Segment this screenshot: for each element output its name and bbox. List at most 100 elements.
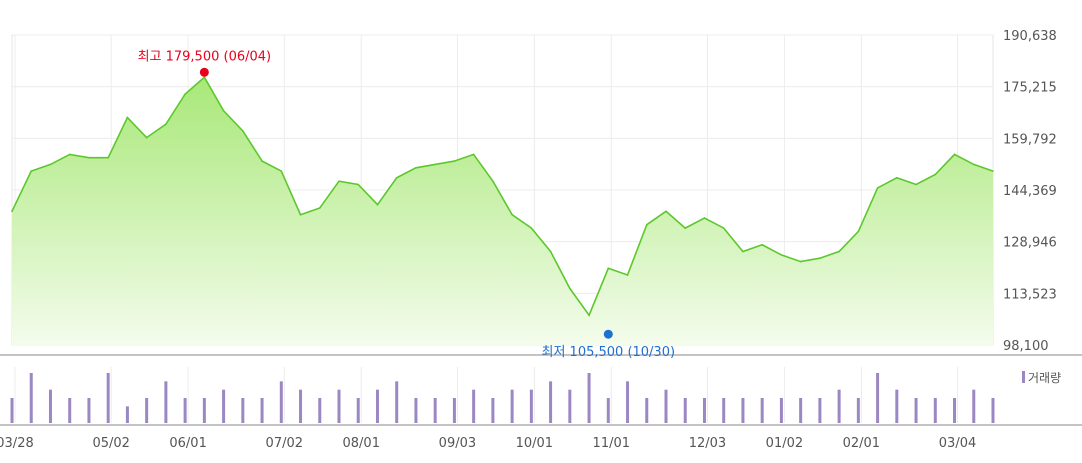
price-point — [876, 187, 879, 189]
volume-bar — [452, 398, 456, 423]
price-point — [684, 227, 687, 229]
x-tick-label: 09/03 — [439, 436, 476, 451]
price-point — [376, 203, 379, 206]
volume-bar — [895, 389, 899, 423]
price-point — [761, 244, 763, 246]
volume-bar — [549, 381, 553, 423]
price-point — [626, 274, 629, 276]
low-point-marker — [603, 329, 613, 339]
low-annotation: 최저 105,500 (10/30) — [542, 345, 676, 360]
volume-bar — [491, 398, 495, 423]
high-point-marker — [199, 67, 209, 77]
volume-bar — [876, 373, 880, 423]
volume-bar — [29, 373, 33, 423]
x-tick-label: 12/03 — [689, 436, 726, 451]
y-tick-label: 144,369 — [1003, 184, 1057, 199]
price-point — [49, 163, 52, 166]
price-point — [434, 163, 436, 166]
price-point — [88, 156, 90, 159]
price-point — [511, 213, 513, 216]
volume-bar — [68, 398, 72, 423]
price-point — [953, 153, 956, 156]
price-point — [11, 210, 13, 213]
price-point — [742, 250, 744, 253]
volume-bar — [645, 398, 649, 423]
volume-bar — [279, 381, 283, 423]
y-tick-label: 113,523 — [1003, 287, 1057, 302]
price-point — [472, 153, 475, 156]
volume-bar — [587, 373, 591, 423]
y-tick-label: 175,215 — [1003, 81, 1057, 96]
volume-bar — [837, 389, 841, 423]
volume-bar — [222, 389, 226, 423]
price-point — [915, 183, 917, 186]
volume-bar — [433, 398, 437, 423]
price-point — [30, 170, 33, 172]
x-tick-label: 06/01 — [169, 436, 206, 451]
volume-legend-swatch — [1022, 371, 1025, 383]
x-tick-label: 05/02 — [92, 436, 129, 451]
price-point — [203, 76, 206, 79]
price-point — [184, 93, 186, 95]
volume-bar — [953, 398, 957, 423]
y-tick-label: 128,946 — [1003, 236, 1057, 251]
price-point — [338, 180, 340, 182]
x-tick-label: 02/01 — [843, 436, 880, 451]
price-point — [607, 267, 610, 270]
price-point — [145, 136, 148, 139]
price-point — [645, 223, 648, 226]
volume-bar — [260, 398, 264, 423]
y-tick-label: 98,100 — [1003, 339, 1049, 354]
y-tick-label: 190,638 — [1003, 29, 1057, 44]
price-point — [357, 183, 360, 186]
x-tick-label: 01/02 — [766, 436, 803, 451]
price-point — [261, 160, 263, 162]
price-point — [549, 250, 552, 253]
price-point — [492, 180, 494, 182]
volume-bar — [318, 398, 322, 423]
volume-bar — [183, 398, 187, 423]
volume-bar — [972, 389, 976, 423]
volume-bar — [529, 389, 533, 423]
volume-bar — [375, 389, 379, 423]
price-point — [530, 227, 533, 229]
volume-bar — [760, 398, 764, 423]
price-point — [703, 217, 706, 219]
price-point — [107, 156, 109, 159]
price-point — [415, 166, 417, 169]
price-point — [819, 257, 821, 260]
volume-bar — [510, 389, 514, 423]
price-point — [280, 170, 283, 172]
volume-bar — [87, 398, 91, 423]
price-point — [395, 177, 398, 179]
price-point — [318, 207, 321, 209]
volume-bar — [414, 398, 418, 423]
volume-bar — [106, 373, 110, 423]
volume-bar — [568, 389, 572, 423]
x-tick-label: 08/01 — [343, 436, 380, 451]
volume-bar — [991, 398, 995, 423]
price-point — [588, 314, 590, 316]
price-point — [857, 230, 860, 233]
high-annotation: 최고 179,500 (06/04) — [138, 49, 272, 64]
x-tick-label: 10/01 — [516, 436, 553, 451]
volume-bar — [741, 398, 745, 423]
price-point — [222, 110, 225, 112]
price-point — [992, 170, 994, 172]
x-tick-label: 07/02 — [266, 436, 303, 451]
volume-bar — [10, 398, 14, 423]
volume-bar — [472, 389, 476, 423]
volume-bar — [337, 389, 341, 423]
volume-bar — [664, 389, 668, 423]
price-point — [722, 227, 725, 229]
volume-bar — [933, 398, 937, 423]
volume-bar — [241, 398, 245, 423]
price-point — [780, 254, 783, 256]
price-point — [453, 160, 456, 162]
price-point — [896, 177, 898, 179]
volume-bar — [626, 381, 630, 423]
price-point — [665, 210, 667, 213]
price-point — [838, 250, 840, 253]
